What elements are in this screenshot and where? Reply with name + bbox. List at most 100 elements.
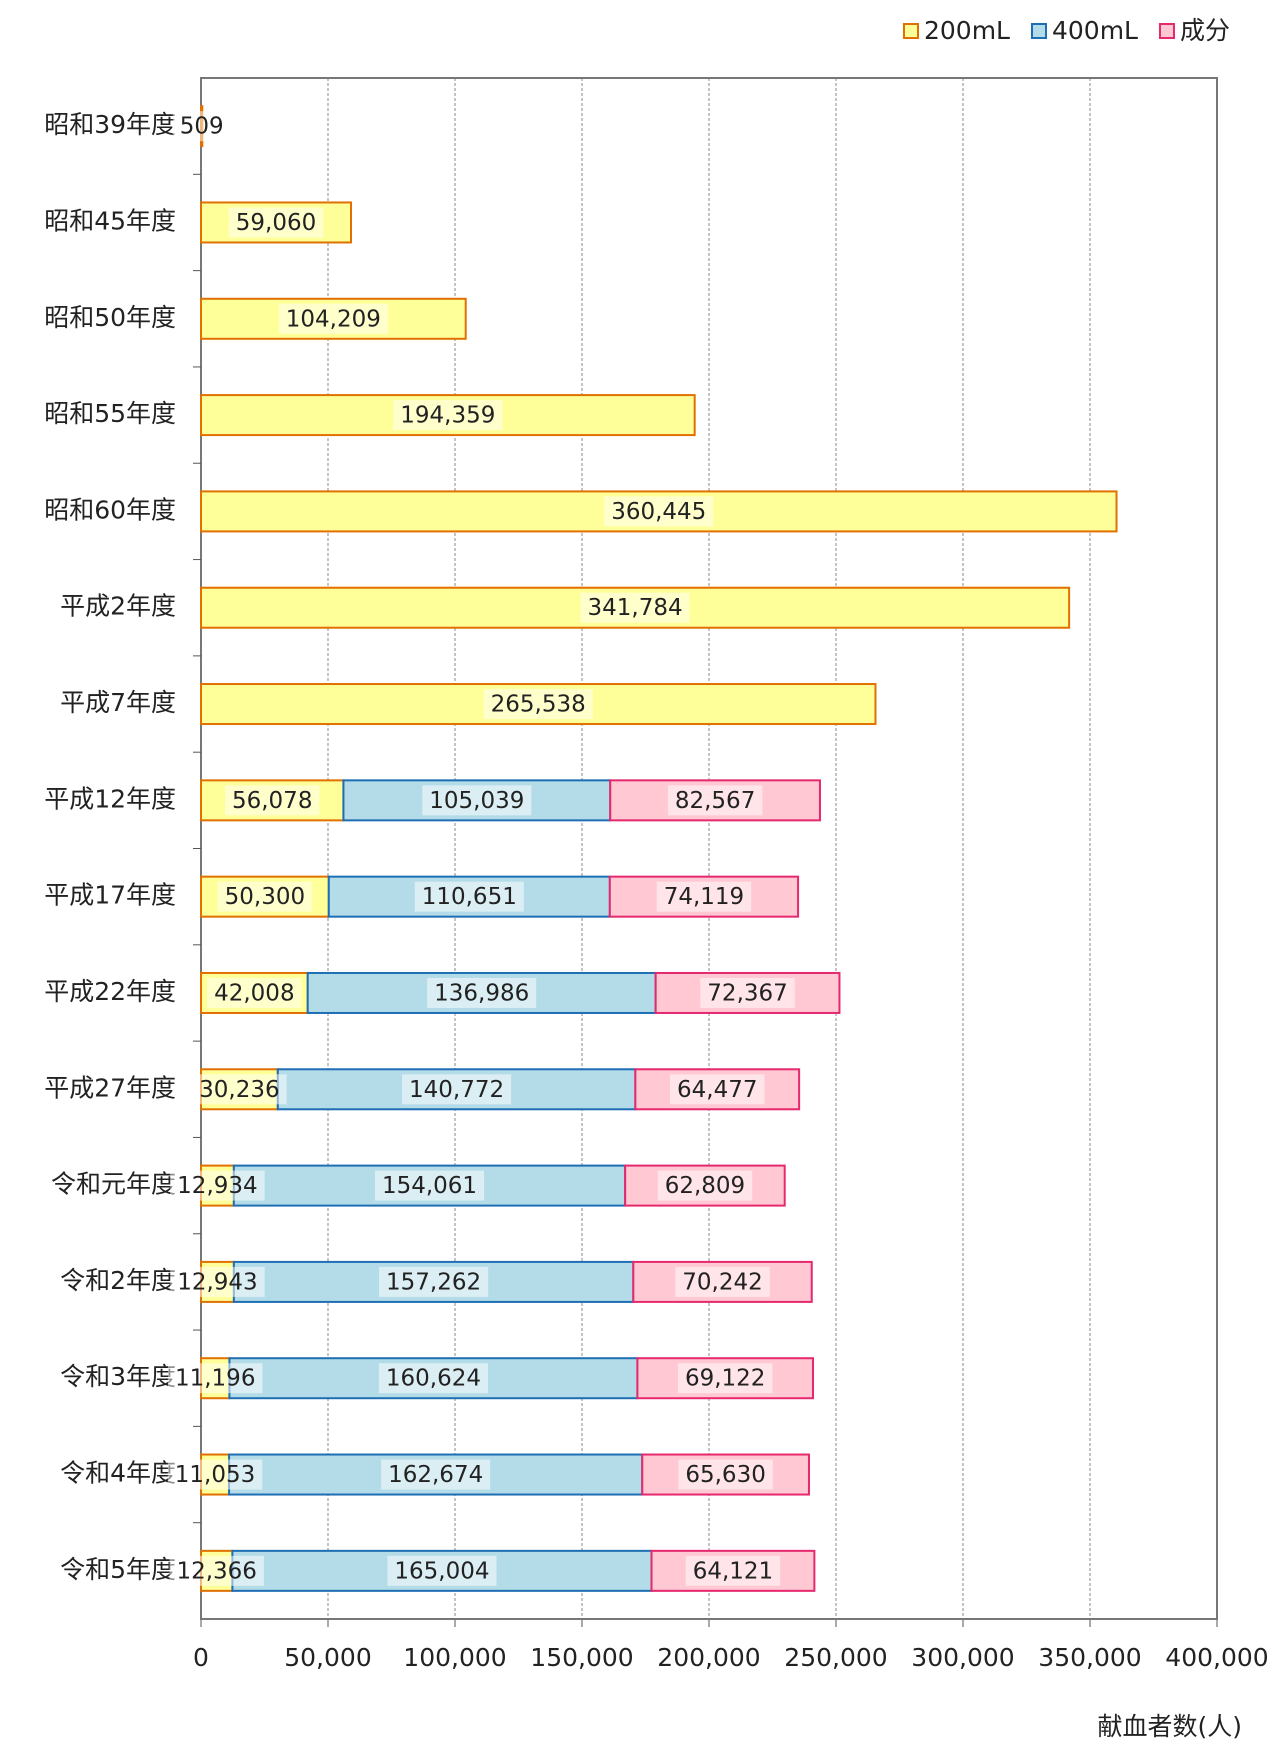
value-label: 11,053 — [175, 1462, 255, 1488]
y-tick-label: 昭和45年度 — [44, 206, 176, 235]
value-label-bg — [387, 1555, 497, 1586]
x-tick-label: 0 — [193, 1643, 209, 1672]
value-label-bg — [379, 1266, 489, 1297]
y-tick-label: 令和5年度 — [60, 1555, 176, 1584]
value-label-bg — [217, 881, 313, 912]
value-label-bg — [675, 1266, 770, 1297]
value-label-bg — [170, 1266, 265, 1297]
value-label-bg — [167, 1363, 263, 1394]
y-tick-label: 平成27年度 — [44, 1073, 176, 1102]
value-label: 12,366 — [176, 1558, 256, 1584]
value-label: 72,367 — [707, 980, 787, 1006]
value-label: 105,039 — [429, 788, 524, 814]
legend-swatch — [902, 23, 919, 39]
value-label-bg — [393, 400, 503, 431]
value-label: 157,262 — [386, 1269, 481, 1295]
value-label: 165,004 — [394, 1558, 489, 1584]
value-label: 110,651 — [422, 884, 517, 910]
value-label-bg — [381, 1459, 491, 1490]
y-tick-label: 平成2年度 — [60, 592, 176, 621]
value-label-bg — [677, 1363, 773, 1394]
x-tick-label: 50,000 — [284, 1643, 371, 1672]
value-label-bg — [172, 111, 231, 142]
y-tick-label: 令和3年度 — [60, 1362, 176, 1391]
value-label: 74,119 — [664, 884, 744, 910]
x-tick-label: 250,000 — [784, 1643, 887, 1672]
value-label: 69,122 — [685, 1366, 765, 1392]
value-label: 62,809 — [665, 1173, 745, 1199]
value-label: 64,477 — [677, 1077, 757, 1103]
y-tick-label: 昭和55年度 — [44, 399, 176, 428]
value-label: 360,445 — [611, 499, 706, 525]
x-tick-label: 200,000 — [657, 1643, 760, 1672]
value-label-bg — [278, 303, 388, 334]
y-tick-label: 平成7年度 — [60, 688, 176, 717]
value-label-bg — [483, 689, 593, 720]
legend-swatch — [1158, 23, 1175, 39]
y-tick-label: 昭和60年度 — [44, 495, 176, 524]
value-label-bg — [192, 1074, 287, 1105]
value-label: 42,008 — [214, 980, 294, 1006]
y-tick-label: 昭和50年度 — [44, 303, 176, 332]
value-label-bg — [656, 881, 752, 912]
value-label-bg — [169, 1555, 264, 1586]
value-label-bg — [685, 1555, 781, 1586]
value-label: 59,060 — [236, 210, 316, 236]
y-tick-label: 昭和39年度 — [44, 110, 176, 139]
value-label: 50,300 — [225, 884, 305, 910]
x-tick-label: 150,000 — [530, 1643, 633, 1672]
value-label: 160,624 — [386, 1366, 481, 1392]
value-label: 162,674 — [388, 1462, 483, 1488]
y-tick-label: 令和4年度 — [60, 1459, 176, 1488]
legend-swatch — [1030, 23, 1047, 39]
value-label-bg — [580, 592, 690, 623]
value-label-bg — [604, 496, 714, 527]
value-label-bg — [670, 1074, 765, 1105]
x-tick-label: 100,000 — [403, 1643, 506, 1672]
value-label: 12,943 — [177, 1269, 257, 1295]
value-label: 140,772 — [409, 1077, 504, 1103]
y-tick-label: 令和元年度 — [51, 1170, 176, 1199]
value-label: 265,538 — [491, 692, 586, 718]
y-tick-label: 令和2年度 — [60, 1266, 176, 1295]
value-label-bg — [228, 207, 324, 238]
value-label: 154,061 — [382, 1173, 477, 1199]
legend-label: 成分 — [1180, 16, 1230, 45]
value-label-bg — [678, 1459, 773, 1490]
value-label: 70,242 — [682, 1269, 762, 1295]
value-label-bg — [427, 977, 537, 1008]
y-tick-label: 平成12年度 — [44, 784, 176, 813]
legend-label: 400mL — [1052, 16, 1138, 45]
value-label-bg — [402, 1074, 512, 1105]
y-tick-label: 平成22年度 — [44, 977, 176, 1006]
value-label-bg — [667, 785, 763, 816]
x-tick-label: 300,000 — [911, 1643, 1014, 1672]
x-tick-label: 400,000 — [1165, 1643, 1267, 1672]
value-label: 65,630 — [685, 1462, 765, 1488]
value-label-bg — [167, 1459, 263, 1490]
value-label: 30,236 — [199, 1077, 279, 1103]
value-label-bg — [207, 977, 302, 1008]
value-label: 341,784 — [588, 595, 683, 621]
value-label: 509 — [180, 114, 224, 140]
value-label-bg — [170, 1170, 265, 1201]
value-label-bg — [414, 881, 524, 912]
value-label: 64,121 — [693, 1558, 773, 1584]
value-label: 12,934 — [177, 1173, 257, 1199]
value-label-bg — [374, 1170, 485, 1201]
value-label: 104,209 — [286, 306, 381, 332]
value-label-bg — [657, 1170, 753, 1201]
value-label: 56,078 — [232, 788, 312, 814]
legend-label: 200mL — [924, 16, 1010, 45]
x-axis-title: 献血者数(人) — [1097, 1712, 1242, 1741]
value-label-bg — [700, 977, 795, 1008]
value-label-bg — [378, 1363, 488, 1394]
x-tick-label: 350,000 — [1038, 1643, 1141, 1672]
value-label-bg — [224, 785, 320, 816]
value-label: 82,567 — [675, 788, 755, 814]
value-label: 194,359 — [400, 403, 495, 429]
value-label: 136,986 — [434, 980, 529, 1006]
y-tick-label: 平成17年度 — [44, 881, 176, 910]
value-label-bg — [422, 785, 532, 816]
